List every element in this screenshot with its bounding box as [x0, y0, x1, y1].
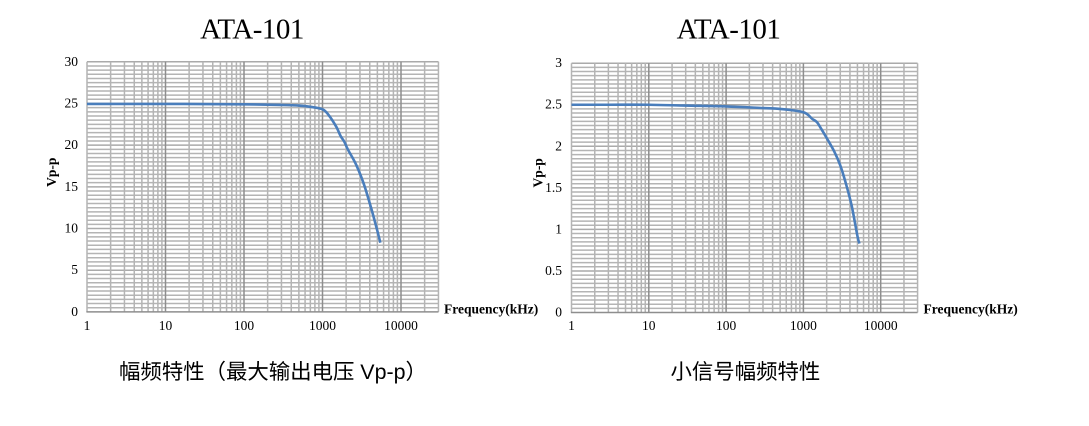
svg-text:ATA-101: ATA-101 — [200, 14, 304, 46]
svg-text:20: 20 — [65, 137, 79, 152]
svg-text:1: 1 — [555, 221, 562, 236]
svg-text:0: 0 — [71, 304, 78, 319]
svg-text:1: 1 — [568, 318, 575, 333]
svg-text:1000: 1000 — [790, 318, 817, 333]
svg-text:2: 2 — [555, 138, 562, 153]
svg-text:1000: 1000 — [309, 318, 336, 333]
svg-text:10: 10 — [642, 318, 656, 333]
svg-text:2.5: 2.5 — [545, 97, 562, 112]
svg-text:0.5: 0.5 — [545, 263, 562, 278]
svg-text:10000: 10000 — [864, 318, 898, 333]
svg-text:100: 100 — [716, 318, 737, 333]
svg-text:100: 100 — [234, 318, 255, 333]
svg-text:1.5: 1.5 — [545, 180, 562, 195]
svg-text:30: 30 — [65, 54, 79, 69]
svg-text:1: 1 — [84, 318, 91, 333]
svg-text:Vp-p: Vp-p — [360, 360, 405, 384]
svg-text:Vp-p: Vp-p — [44, 158, 59, 187]
svg-text:25: 25 — [65, 96, 79, 111]
svg-text:ATA-101: ATA-101 — [677, 14, 781, 46]
svg-text:15: 15 — [65, 179, 79, 194]
svg-text:Vp-p: Vp-p — [531, 158, 546, 187]
svg-text:Frequency(kHz): Frequency(kHz) — [924, 302, 1018, 317]
svg-text:Frequency(kHz): Frequency(kHz) — [444, 302, 538, 317]
svg-text:0: 0 — [555, 305, 562, 320]
svg-text:10: 10 — [159, 318, 173, 333]
svg-text:10: 10 — [65, 221, 79, 236]
svg-text:3: 3 — [555, 55, 562, 70]
svg-text:10000: 10000 — [384, 318, 418, 333]
svg-text:5: 5 — [71, 262, 78, 277]
